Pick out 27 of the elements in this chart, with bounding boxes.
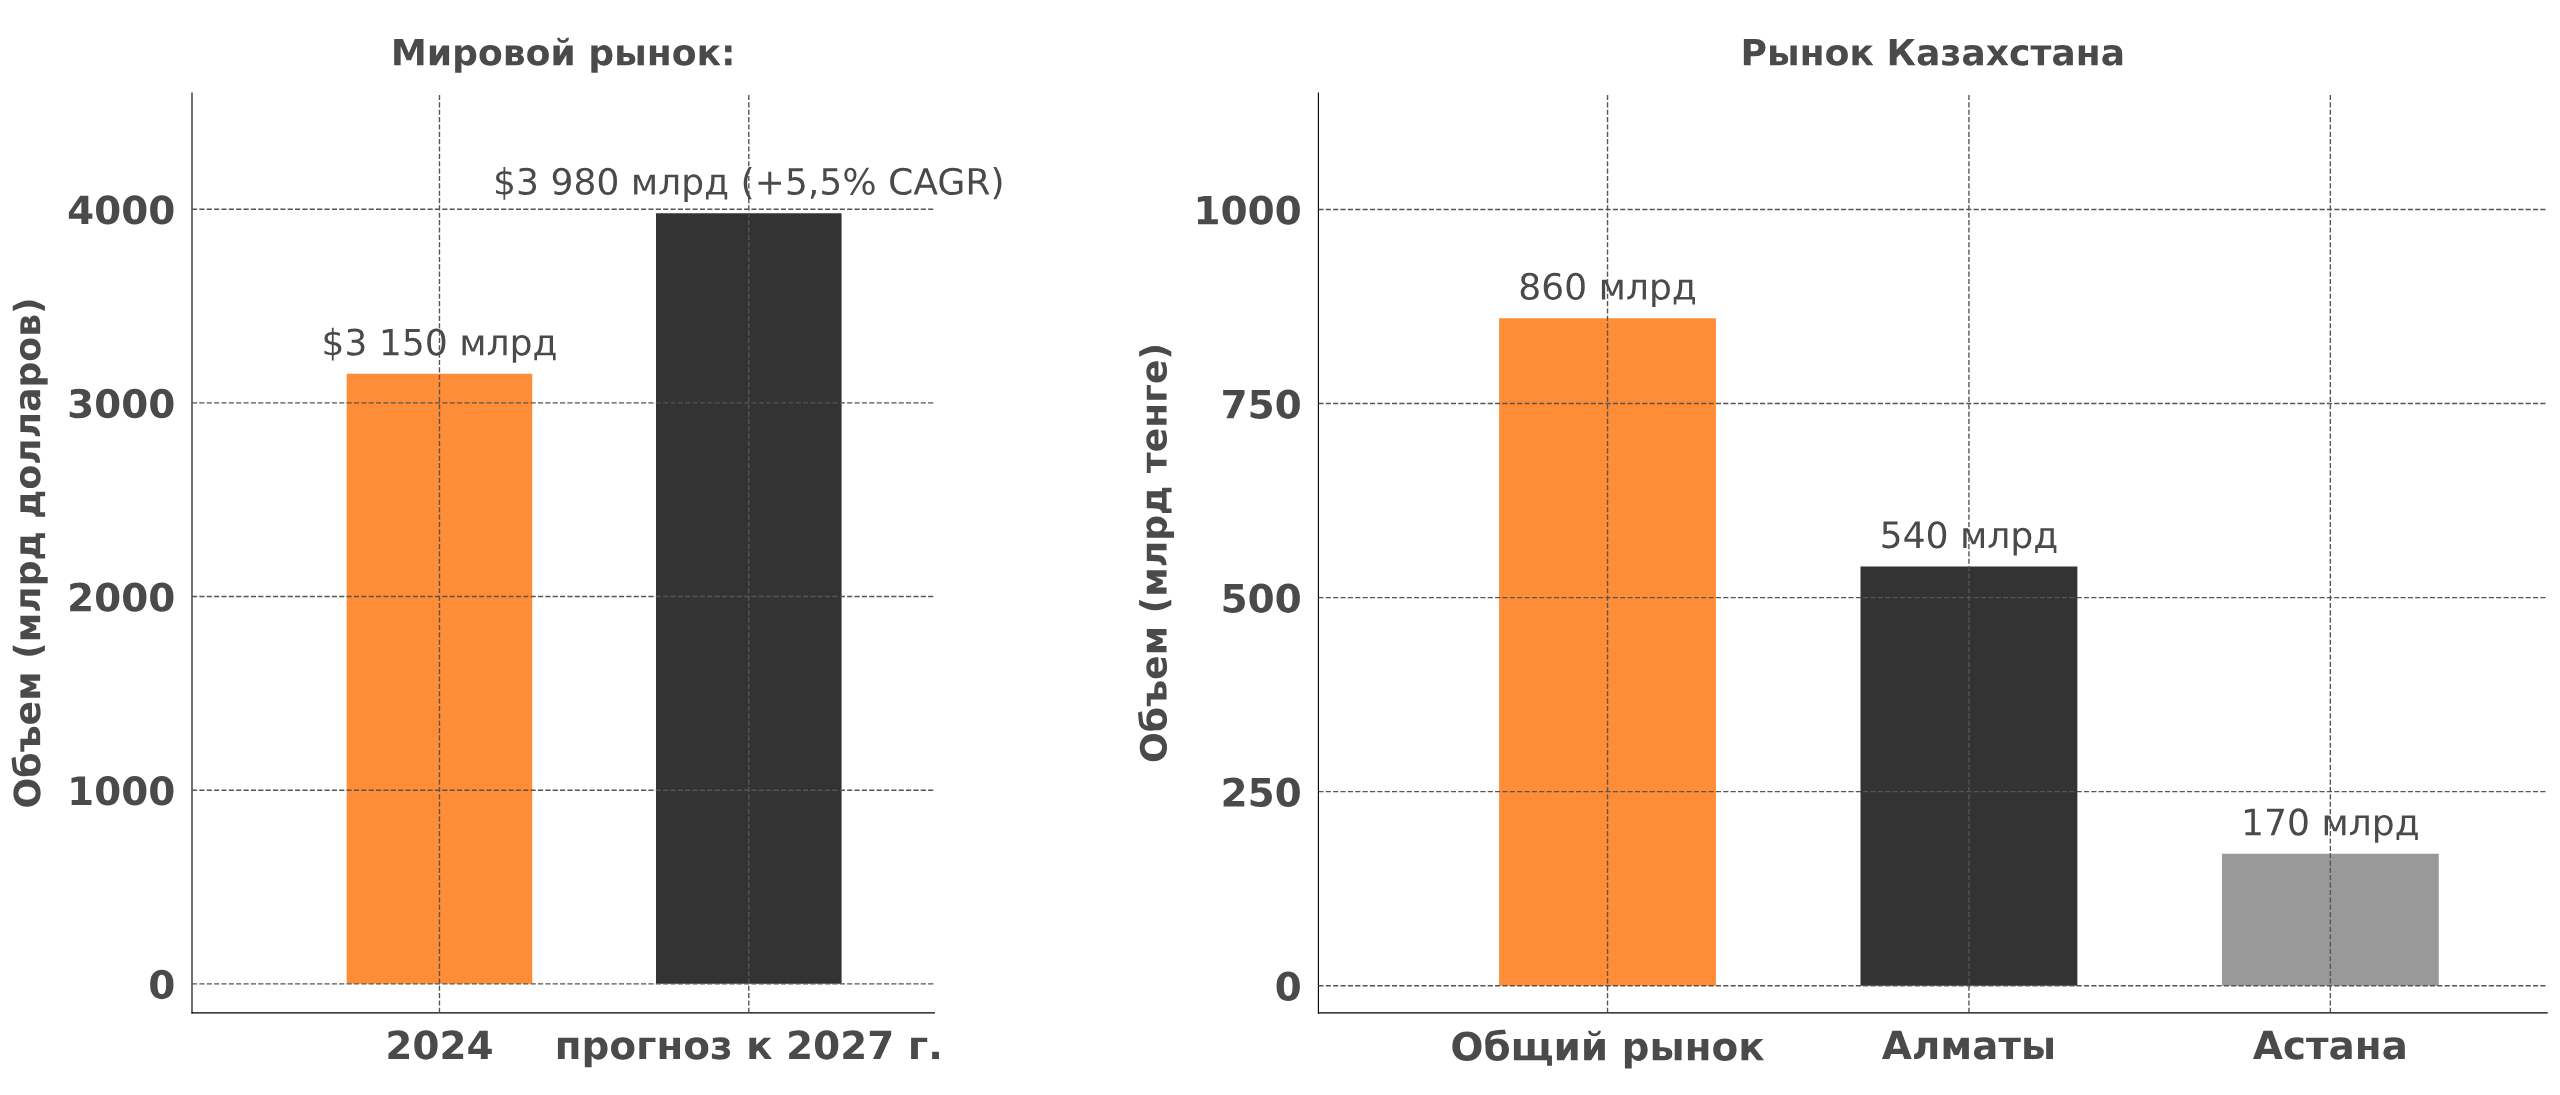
- x-tick-label: Общий рынок: [1452, 1029, 1765, 1069]
- x-tick-label: 2024: [388, 1030, 492, 1060]
- y-tick-label: 500: [1223, 583, 1300, 613]
- data-label: 540 млрд: [1882, 521, 2057, 556]
- y-tick-label: 0: [150, 969, 174, 1000]
- x-tick-label: Алматы: [1881, 1030, 2053, 1060]
- bar: [2221, 853, 2439, 986]
- x-tick-label: Астана: [2253, 1030, 2405, 1060]
- y-tick-label: 1000: [71, 776, 174, 806]
- y-tick-label: 2000: [70, 582, 174, 612]
- data-label: $3 150 млрд: [324, 327, 556, 363]
- x-tick-label: прогноз к 2027 г.: [557, 1030, 939, 1068]
- y-tick-label: 0: [1276, 971, 1300, 1002]
- y-tick-label: 4000: [68, 195, 174, 225]
- y-tick-label: 3000: [69, 388, 174, 419]
- data-label: $3 980 млрд (+5,5% CAGR): [496, 167, 1002, 203]
- chart-title: Мировой рынок:: [394, 37, 732, 73]
- data-label: 170 млрд: [2245, 808, 2418, 843]
- y-axis-title: Объем (млрд тенге): [1137, 346, 1175, 762]
- bar: [1499, 318, 1716, 986]
- y-tick-label: 250: [1223, 777, 1300, 807]
- chart-title: Рынок Казахстана: [1743, 38, 2123, 66]
- y-tick-label: 1000: [1197, 195, 1300, 225]
- y-axis-title: Объем (млрд долларов): [11, 300, 48, 807]
- bar: [1860, 566, 2078, 986]
- y-tick-label: 750: [1223, 389, 1300, 419]
- data-label: 860 млрд: [1520, 272, 1695, 308]
